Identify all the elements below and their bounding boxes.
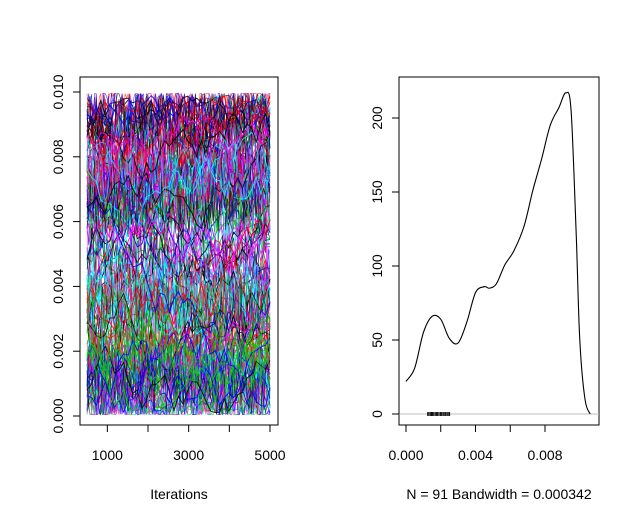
density-curve [405, 91, 591, 415]
density-plot-frame [398, 76, 600, 426]
density-y-tick-label: 50 [369, 332, 385, 348]
density-plot-axes: 0.000 0.004 0.008 0 50 100 150 200 [369, 106, 563, 463]
trace-chain-noise [86, 371, 271, 416]
trace-chain-noise [86, 359, 271, 416]
density-x-tick-label: 0.000 [388, 447, 423, 463]
trace-chain-noise [86, 111, 271, 170]
trace-lines-group [86, 92, 271, 416]
trace-chain-line [86, 114, 271, 163]
trace-chain-noise [86, 329, 271, 388]
trace-chain-noise [86, 256, 271, 315]
trace-chain-noise [86, 181, 271, 240]
trace-chain-line [86, 306, 271, 414]
trace-chain-noise [86, 254, 271, 312]
trace-chain-line [86, 345, 271, 414]
trace-chain-noise [86, 92, 271, 149]
trace-plot-panel: 1000 3000 5000 0.000 0.002 0.004 0.006 0.008 0.0… [50, 74, 286, 502]
density-y-tick-label: 150 [369, 180, 385, 204]
trace-chain-noise [86, 267, 271, 326]
trace-chain-line [86, 337, 271, 407]
density-x-axis-label: N = 91 Bandwidth = 0.000342 [406, 486, 591, 502]
trace-y-tick-label: 0.000 [50, 398, 66, 433]
trace-x-axis-label: Iterations [150, 486, 208, 502]
density-x-tick-label: 0.004 [458, 447, 493, 463]
density-x-tick-label: 0.008 [527, 447, 562, 463]
trace-y-tick-label: 0.008 [50, 139, 66, 174]
trace-y-tick-label: 0.002 [50, 333, 66, 368]
trace-chain-noise [86, 147, 271, 203]
trace-y-tick-label: 0.010 [50, 74, 66, 109]
trace-chain-noise [86, 271, 271, 330]
density-y-tick-label: 200 [369, 106, 385, 130]
density-y-tick-label: 0 [369, 410, 385, 418]
trace-chain-noise [86, 116, 271, 175]
density-y-tick-label: 100 [369, 254, 385, 278]
trace-chain-line [86, 112, 271, 214]
trace-chain-line [86, 104, 271, 233]
trace-x-tick-label: 3000 [173, 447, 204, 463]
density-content-group [399, 91, 599, 416]
trace-x-tick-label: 5000 [254, 447, 285, 463]
trace-chain-line [86, 334, 271, 413]
trace-x-tick-label: 1000 [92, 447, 123, 463]
trace-chain-noise [86, 165, 271, 224]
trace-chain-line [86, 219, 271, 332]
trace-chain-line [86, 322, 271, 389]
density-plot-panel: 0.000 0.004 0.008 0 50 100 150 200 N = 91 Bandw… [369, 76, 600, 502]
trace-y-tick-label: 0.006 [50, 204, 66, 239]
trace-chain-line [86, 95, 271, 173]
trace-y-tick-label: 0.004 [50, 269, 66, 304]
trace-chain-noise [86, 156, 271, 215]
trace-chain-line [86, 194, 271, 407]
trace-plot-axes: 1000 3000 5000 0.000 0.002 0.004 0.006 0.008 0.0… [50, 74, 286, 463]
trace-chain-line [86, 115, 271, 230]
trace-chain-noise [86, 305, 271, 364]
trace-chain-noise [86, 227, 271, 286]
